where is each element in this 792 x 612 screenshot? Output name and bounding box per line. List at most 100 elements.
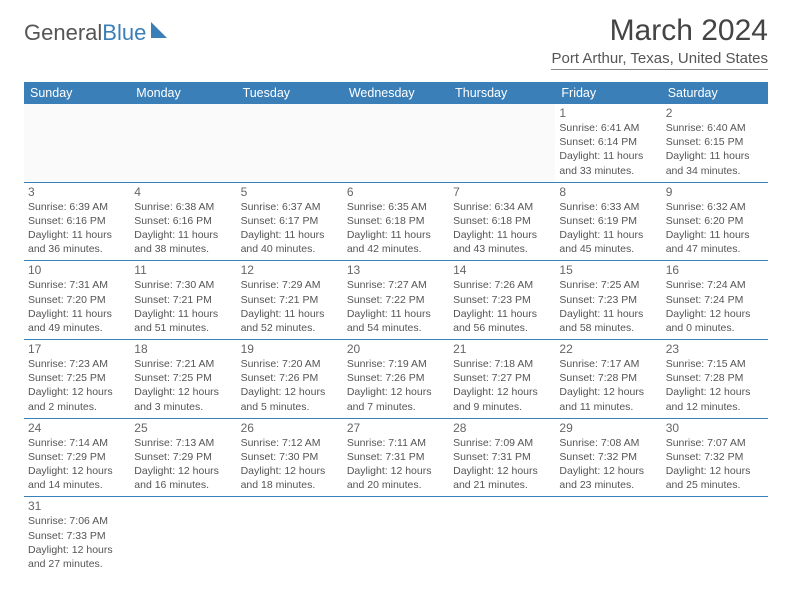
day-detail-text: Sunrise: 7:19 AMSunset: 7:26 PMDaylight:…: [347, 357, 445, 414]
calendar-day-cell: 8Sunrise: 6:33 AMSunset: 6:19 PMDaylight…: [555, 182, 661, 261]
day-number: 31: [28, 499, 126, 513]
day-number: 7: [453, 185, 551, 199]
calendar-day-cell: 15Sunrise: 7:25 AMSunset: 7:23 PMDayligh…: [555, 261, 661, 340]
calendar-day-cell: 28Sunrise: 7:09 AMSunset: 7:31 PMDayligh…: [449, 418, 555, 497]
day-number: 14: [453, 263, 551, 277]
day-detail-text: Sunrise: 6:33 AMSunset: 6:19 PMDaylight:…: [559, 200, 657, 257]
day-number: 19: [241, 342, 339, 356]
logo: GeneralBlue: [24, 20, 171, 46]
day-detail-text: Sunrise: 7:09 AMSunset: 7:31 PMDaylight:…: [453, 436, 551, 493]
day-number: 28: [453, 421, 551, 435]
calendar-day-cell: [662, 497, 768, 575]
day-number: 20: [347, 342, 445, 356]
calendar-day-cell: [130, 497, 236, 575]
title-block: March 2024 Port Arthur, Texas, United St…: [551, 14, 768, 70]
calendar-day-cell: 12Sunrise: 7:29 AMSunset: 7:21 PMDayligh…: [237, 261, 343, 340]
day-header-wednesday: Wednesday: [343, 82, 449, 104]
calendar-day-cell: 20Sunrise: 7:19 AMSunset: 7:26 PMDayligh…: [343, 340, 449, 419]
calendar-table: Sunday Monday Tuesday Wednesday Thursday…: [24, 82, 768, 575]
calendar-day-cell: 11Sunrise: 7:30 AMSunset: 7:21 PMDayligh…: [130, 261, 236, 340]
calendar-day-cell: [130, 104, 236, 182]
calendar-day-cell: 3Sunrise: 6:39 AMSunset: 6:16 PMDaylight…: [24, 182, 130, 261]
day-detail-text: Sunrise: 7:13 AMSunset: 7:29 PMDaylight:…: [134, 436, 232, 493]
day-header-saturday: Saturday: [662, 82, 768, 104]
day-detail-text: Sunrise: 6:34 AMSunset: 6:18 PMDaylight:…: [453, 200, 551, 257]
calendar-day-cell: 17Sunrise: 7:23 AMSunset: 7:25 PMDayligh…: [24, 340, 130, 419]
day-number: 9: [666, 185, 764, 199]
day-number: 21: [453, 342, 551, 356]
day-detail-text: Sunrise: 7:27 AMSunset: 7:22 PMDaylight:…: [347, 278, 445, 335]
calendar-day-cell: 26Sunrise: 7:12 AMSunset: 7:30 PMDayligh…: [237, 418, 343, 497]
day-detail-text: Sunrise: 6:38 AMSunset: 6:16 PMDaylight:…: [134, 200, 232, 257]
calendar-day-cell: 25Sunrise: 7:13 AMSunset: 7:29 PMDayligh…: [130, 418, 236, 497]
calendar-week-row: 10Sunrise: 7:31 AMSunset: 7:20 PMDayligh…: [24, 261, 768, 340]
calendar-day-cell: 24Sunrise: 7:14 AMSunset: 7:29 PMDayligh…: [24, 418, 130, 497]
header: GeneralBlue March 2024 Port Arthur, Texa…: [0, 0, 792, 76]
day-number: 17: [28, 342, 126, 356]
calendar-day-cell: 31Sunrise: 7:06 AMSunset: 7:33 PMDayligh…: [24, 497, 130, 575]
day-number: 25: [134, 421, 232, 435]
day-detail-text: Sunrise: 7:29 AMSunset: 7:21 PMDaylight:…: [241, 278, 339, 335]
day-number: 12: [241, 263, 339, 277]
calendar-day-cell: 10Sunrise: 7:31 AMSunset: 7:20 PMDayligh…: [24, 261, 130, 340]
day-detail-text: Sunrise: 7:30 AMSunset: 7:21 PMDaylight:…: [134, 278, 232, 335]
calendar-week-row: 24Sunrise: 7:14 AMSunset: 7:29 PMDayligh…: [24, 418, 768, 497]
day-header-friday: Friday: [555, 82, 661, 104]
day-detail-text: Sunrise: 6:35 AMSunset: 6:18 PMDaylight:…: [347, 200, 445, 257]
day-detail-text: Sunrise: 7:25 AMSunset: 7:23 PMDaylight:…: [559, 278, 657, 335]
calendar-day-cell: 2Sunrise: 6:40 AMSunset: 6:15 PMDaylight…: [662, 104, 768, 182]
sail-icon: [149, 20, 171, 46]
day-detail-text: Sunrise: 7:21 AMSunset: 7:25 PMDaylight:…: [134, 357, 232, 414]
day-header-sunday: Sunday: [24, 82, 130, 104]
calendar-week-row: 1Sunrise: 6:41 AMSunset: 6:14 PMDaylight…: [24, 104, 768, 182]
day-detail-text: Sunrise: 7:23 AMSunset: 7:25 PMDaylight:…: [28, 357, 126, 414]
day-number: 22: [559, 342, 657, 356]
calendar-day-cell: 14Sunrise: 7:26 AMSunset: 7:23 PMDayligh…: [449, 261, 555, 340]
day-number: 15: [559, 263, 657, 277]
day-detail-text: Sunrise: 7:18 AMSunset: 7:27 PMDaylight:…: [453, 357, 551, 414]
day-detail-text: Sunrise: 7:15 AMSunset: 7:28 PMDaylight:…: [666, 357, 764, 414]
month-title: March 2024: [551, 14, 768, 48]
day-number: 8: [559, 185, 657, 199]
day-detail-text: Sunrise: 7:17 AMSunset: 7:28 PMDaylight:…: [559, 357, 657, 414]
day-detail-text: Sunrise: 7:11 AMSunset: 7:31 PMDaylight:…: [347, 436, 445, 493]
calendar-day-cell: 23Sunrise: 7:15 AMSunset: 7:28 PMDayligh…: [662, 340, 768, 419]
day-number: 30: [666, 421, 764, 435]
day-detail-text: Sunrise: 6:39 AMSunset: 6:16 PMDaylight:…: [28, 200, 126, 257]
day-detail-text: Sunrise: 6:32 AMSunset: 6:20 PMDaylight:…: [666, 200, 764, 257]
calendar-week-row: 3Sunrise: 6:39 AMSunset: 6:16 PMDaylight…: [24, 182, 768, 261]
day-detail-text: Sunrise: 6:40 AMSunset: 6:15 PMDaylight:…: [666, 121, 764, 178]
calendar-day-cell: [343, 104, 449, 182]
day-number: 4: [134, 185, 232, 199]
calendar-day-cell: [449, 104, 555, 182]
logo-text-blue: Blue: [102, 20, 146, 46]
calendar-day-cell: 4Sunrise: 6:38 AMSunset: 6:16 PMDaylight…: [130, 182, 236, 261]
day-detail-text: Sunrise: 6:37 AMSunset: 6:17 PMDaylight:…: [241, 200, 339, 257]
day-number: 16: [666, 263, 764, 277]
calendar-day-cell: 27Sunrise: 7:11 AMSunset: 7:31 PMDayligh…: [343, 418, 449, 497]
day-header-thursday: Thursday: [449, 82, 555, 104]
day-number: 13: [347, 263, 445, 277]
day-number: 1: [559, 106, 657, 120]
day-number: 10: [28, 263, 126, 277]
day-number: 29: [559, 421, 657, 435]
day-detail-text: Sunrise: 6:41 AMSunset: 6:14 PMDaylight:…: [559, 121, 657, 178]
calendar-day-cell: 1Sunrise: 6:41 AMSunset: 6:14 PMDaylight…: [555, 104, 661, 182]
day-header-monday: Monday: [130, 82, 236, 104]
calendar-day-cell: [237, 104, 343, 182]
calendar-day-cell: 6Sunrise: 6:35 AMSunset: 6:18 PMDaylight…: [343, 182, 449, 261]
day-detail-text: Sunrise: 7:07 AMSunset: 7:32 PMDaylight:…: [666, 436, 764, 493]
day-number: 3: [28, 185, 126, 199]
calendar-day-cell: 21Sunrise: 7:18 AMSunset: 7:27 PMDayligh…: [449, 340, 555, 419]
day-number: 2: [666, 106, 764, 120]
day-detail-text: Sunrise: 7:24 AMSunset: 7:24 PMDaylight:…: [666, 278, 764, 335]
calendar-day-cell: [449, 497, 555, 575]
day-number: 5: [241, 185, 339, 199]
day-number: 23: [666, 342, 764, 356]
day-number: 11: [134, 263, 232, 277]
calendar-day-cell: 22Sunrise: 7:17 AMSunset: 7:28 PMDayligh…: [555, 340, 661, 419]
calendar-day-cell: 9Sunrise: 6:32 AMSunset: 6:20 PMDaylight…: [662, 182, 768, 261]
calendar-day-cell: 30Sunrise: 7:07 AMSunset: 7:32 PMDayligh…: [662, 418, 768, 497]
calendar-day-cell: 29Sunrise: 7:08 AMSunset: 7:32 PMDayligh…: [555, 418, 661, 497]
location-text: Port Arthur, Texas, United States: [551, 50, 768, 70]
